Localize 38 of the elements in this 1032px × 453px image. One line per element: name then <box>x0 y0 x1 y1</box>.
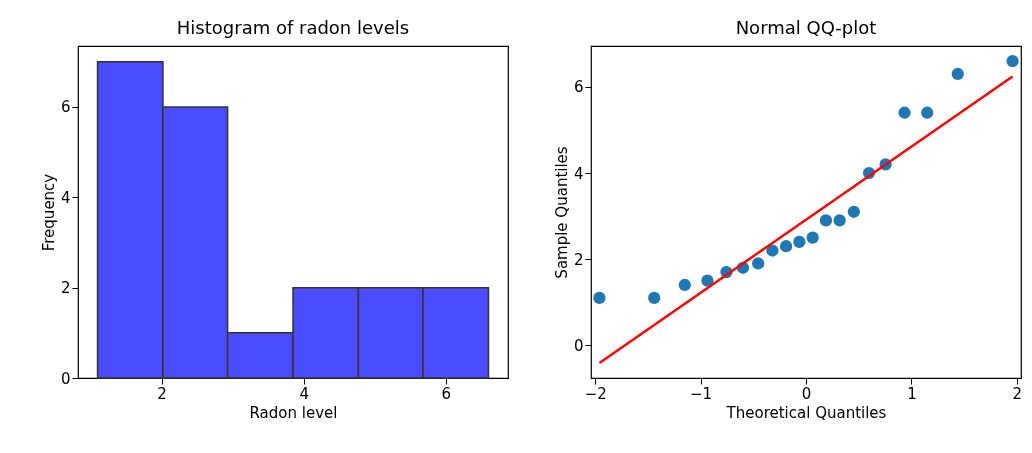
x-tick-label: −1 <box>690 384 713 403</box>
y-tick-label: 6 <box>60 98 71 117</box>
chart-title: Histogram of radon levels <box>176 17 410 38</box>
y-tick-label: 2 <box>60 279 71 298</box>
x-tick-label: 2 <box>157 384 167 403</box>
x-tick-label: −2 <box>584 384 607 403</box>
y-axis-title: Frequency <box>39 173 58 252</box>
x-tick-label: 0 <box>801 384 812 403</box>
x-tick-label: 1 <box>907 384 917 403</box>
y-tick-label: 0 <box>60 369 71 388</box>
x-tick-label: 2 <box>1012 384 1023 403</box>
y-tick-label: 4 <box>573 164 584 183</box>
chart-title: Normal QQ-plot <box>735 17 877 38</box>
point <box>793 235 806 249</box>
point <box>648 291 661 305</box>
point <box>833 214 846 227</box>
point <box>806 231 819 244</box>
point <box>701 274 714 287</box>
point <box>779 240 793 253</box>
y-tick-label: 0 <box>573 336 584 355</box>
point <box>752 257 765 270</box>
point <box>678 278 691 292</box>
y-tick-label: 2 <box>573 250 584 269</box>
x-axis-title: Theoretical Quantiles <box>725 403 887 422</box>
point <box>766 244 779 257</box>
x-axis-title: Radon level <box>249 403 338 422</box>
point <box>898 106 911 119</box>
y-axis-title: Sample Quantiles <box>552 146 571 279</box>
point <box>1006 54 1019 68</box>
point <box>951 67 964 81</box>
point <box>593 291 606 305</box>
x-tick-label: 4 <box>299 384 309 403</box>
x-tick-label: 6 <box>441 384 452 403</box>
y-tick-label: 6 <box>573 78 584 97</box>
point <box>819 214 833 227</box>
point <box>921 106 934 119</box>
y-tick-label: 4 <box>60 188 71 207</box>
point <box>847 205 860 218</box>
